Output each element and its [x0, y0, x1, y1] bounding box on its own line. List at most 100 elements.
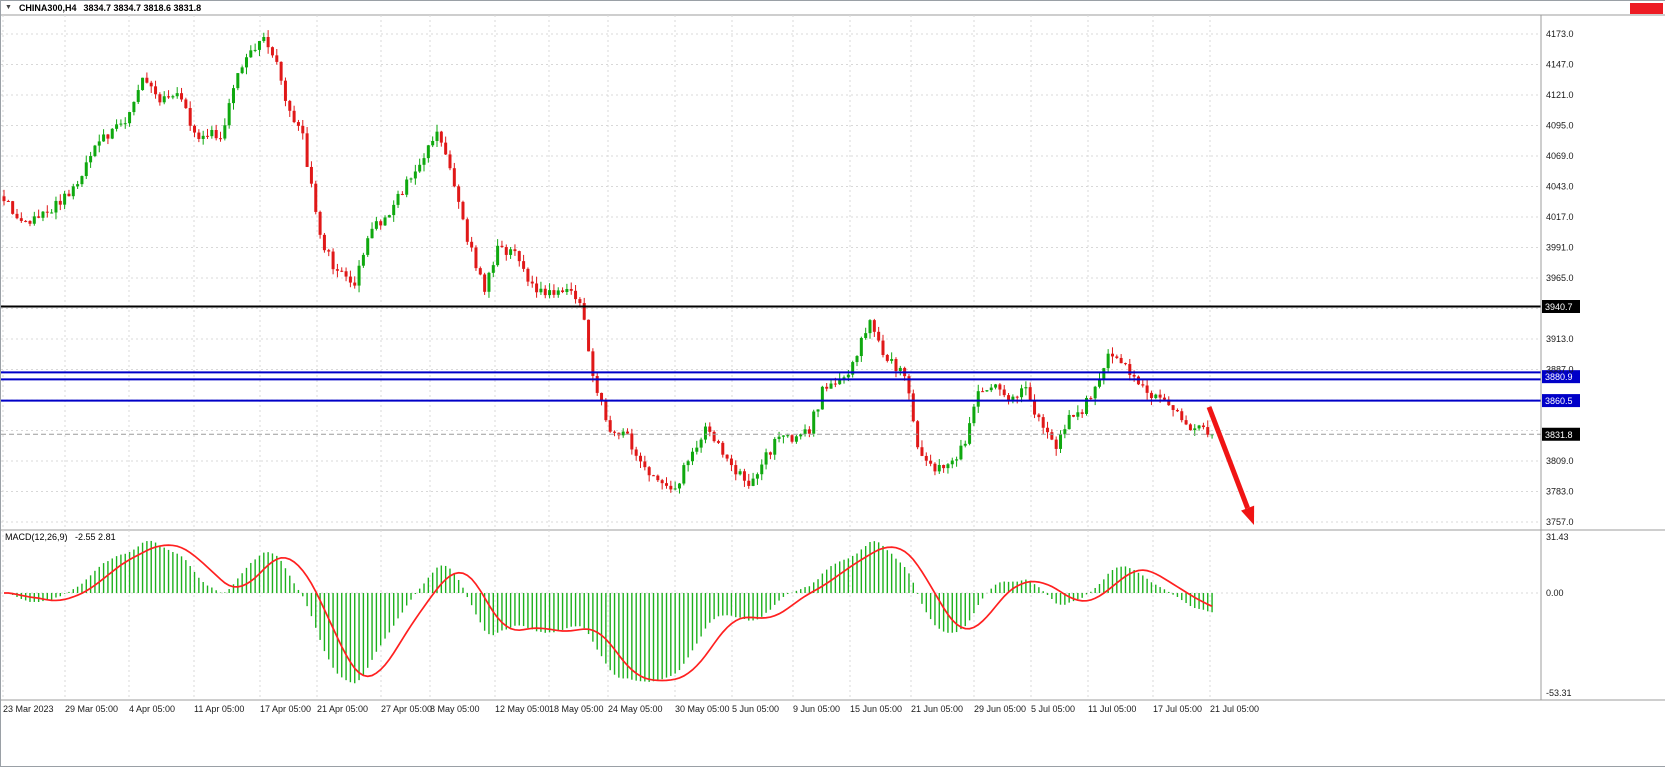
- candlestick: [807, 429, 811, 434]
- price-tick-label: 4173.0: [1546, 29, 1574, 39]
- candlestick: [968, 423, 972, 444]
- symbol-dropdown-icon[interactable]: ▼: [5, 4, 12, 11]
- candlestick: [1206, 427, 1210, 435]
- candlestick: [565, 288, 569, 293]
- candlestick: [1097, 379, 1101, 387]
- candlestick: [1102, 368, 1106, 380]
- candlestick: [664, 483, 668, 486]
- candlestick: [682, 465, 686, 484]
- candlestick: [1072, 414, 1076, 417]
- candlestick: [846, 374, 850, 378]
- candlestick: [548, 290, 552, 296]
- candlestick: [197, 132, 201, 139]
- candlestick: [348, 276, 352, 283]
- candlestick: [1201, 425, 1205, 428]
- candlestick: [699, 439, 703, 448]
- candlestick: [236, 73, 240, 89]
- price-tick-label: 4043.0: [1546, 182, 1574, 192]
- candlestick: [608, 420, 612, 432]
- price-tick-label: 3887.0: [1546, 365, 1574, 375]
- candlestick: [41, 211, 45, 218]
- candlestick: [1080, 412, 1084, 414]
- candlestick: [1007, 395, 1011, 401]
- candlestick: [634, 449, 638, 456]
- candlestick: [210, 129, 214, 137]
- time-axis-label: 5 Jun 05:00: [732, 704, 779, 714]
- price-line-badge: [1542, 394, 1580, 408]
- price-tick-label: 3913.0: [1546, 334, 1574, 344]
- candlestick: [318, 211, 322, 235]
- candlestick: [591, 351, 595, 376]
- candlestick: [1028, 387, 1032, 401]
- candlestick: [383, 217, 387, 226]
- trend-arrow-shaft: [1206, 406, 1250, 510]
- candlestick: [812, 411, 816, 434]
- candlestick: [15, 213, 19, 219]
- candlestick: [1188, 424, 1192, 431]
- time-axis-label: 23 Mar 2023: [3, 704, 54, 714]
- candlestick: [93, 145, 97, 157]
- candlestick: [28, 220, 32, 224]
- candlestick: [431, 140, 435, 146]
- candlestick: [162, 96, 166, 103]
- time-axis-label: 5 Jul 05:00: [1031, 704, 1075, 714]
- candlestick: [981, 391, 985, 393]
- candlestick: [872, 320, 876, 332]
- candlestick: [1158, 394, 1162, 398]
- candlestick: [738, 471, 742, 475]
- candlestick: [63, 193, 67, 205]
- candlestick: [929, 460, 933, 464]
- candlestick: [305, 133, 309, 167]
- candlestick: [820, 386, 824, 410]
- candlestick: [193, 125, 197, 133]
- candlestick: [188, 108, 192, 126]
- candlestick: [1141, 384, 1145, 386]
- candlestick: [742, 471, 746, 481]
- candlestick: [729, 458, 733, 466]
- candlestick: [569, 288, 573, 291]
- candlestick: [613, 431, 617, 433]
- candlestick: [500, 245, 504, 248]
- candlestick: [630, 433, 634, 450]
- candlestick: [768, 452, 772, 455]
- candlestick: [721, 442, 725, 455]
- candlestick: [206, 135, 210, 137]
- candlestick: [582, 303, 586, 320]
- candlestick: [387, 215, 391, 218]
- candlestick: [626, 431, 630, 434]
- candlestick: [1167, 399, 1171, 406]
- candlestick: [219, 138, 222, 140]
- time-axis-label: 30 May 05:00: [675, 704, 730, 714]
- candlestick: [803, 429, 807, 435]
- candlestick: [171, 96, 175, 98]
- candlestick: [123, 123, 127, 125]
- candlestick: [322, 234, 326, 251]
- candlestick: [314, 183, 318, 212]
- candlestick: [985, 390, 989, 392]
- candlestick: [868, 320, 872, 334]
- candlestick: [158, 94, 162, 103]
- candlestick: [859, 338, 863, 357]
- candlestick: [1197, 425, 1201, 429]
- candlestick: [149, 82, 153, 87]
- candlestick: [816, 409, 820, 412]
- time-axis-label: 17 Apr 05:00: [260, 704, 311, 714]
- candlestick: [587, 319, 591, 352]
- candlestick: [535, 283, 539, 293]
- candlestick: [45, 211, 49, 213]
- candlestick: [257, 41, 261, 50]
- candlestick: [470, 241, 474, 248]
- candlestick: [370, 228, 374, 239]
- price-tick-label: 4095.0: [1546, 121, 1574, 131]
- price-line-badge-label: 3831.8: [1545, 430, 1573, 440]
- candlestick: [760, 464, 764, 475]
- candlestick: [1180, 411, 1184, 421]
- chart-ohlc-values: 3834.7 3834.7 3818.6 3831.8: [83, 3, 202, 13]
- price-line-badge-label: 3940.7: [1545, 302, 1573, 312]
- candlestick: [1037, 414, 1041, 418]
- candlestick: [1132, 374, 1136, 377]
- candlestick: [19, 218, 23, 221]
- candlestick: [366, 238, 370, 255]
- candlestick: [478, 268, 482, 275]
